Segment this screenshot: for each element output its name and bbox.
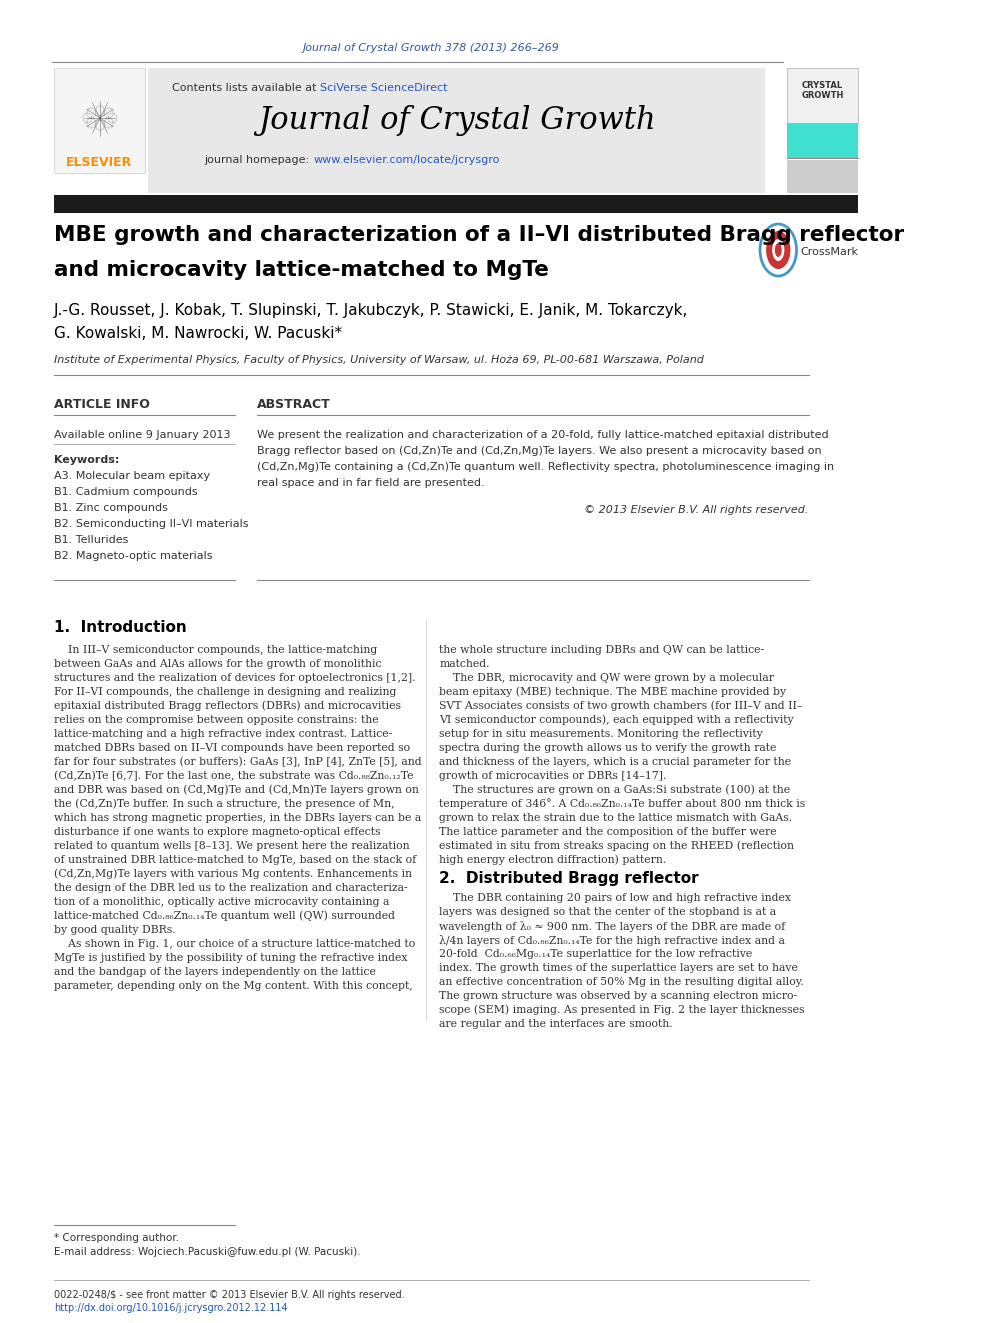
- Text: 2.  Distributed Bragg reflector: 2. Distributed Bragg reflector: [439, 871, 698, 885]
- Text: The grown structure was observed by a scanning electron micro-: The grown structure was observed by a sc…: [439, 991, 798, 1002]
- Text: G. Kowalski, M. Nawrocki, W. Pacuski*: G. Kowalski, M. Nawrocki, W. Pacuski*: [54, 325, 342, 340]
- Text: We present the realization and characterization of a 20-fold, fully lattice-matc: We present the realization and character…: [257, 430, 828, 441]
- Text: and thickness of the layers, which is a crucial parameter for the: and thickness of the layers, which is a …: [439, 757, 792, 767]
- Text: CRYSTAL: CRYSTAL: [803, 81, 843, 90]
- Text: J.-G. Rousset, J. Kobak, T. Slupinski, T. Jakubczyk, P. Stawicki, E. Janik, M. T: J.-G. Rousset, J. Kobak, T. Slupinski, T…: [54, 303, 688, 318]
- Ellipse shape: [775, 243, 782, 257]
- Text: The DBR, microcavity and QW were grown by a molecular: The DBR, microcavity and QW were grown b…: [439, 673, 774, 683]
- Text: and microcavity lattice-matched to MgTe: and microcavity lattice-matched to MgTe: [54, 261, 549, 280]
- Text: Journal of Crystal Growth: Journal of Crystal Growth: [258, 105, 656, 135]
- Text: SVT Associates consists of two growth chambers (for III–V and II–: SVT Associates consists of two growth ch…: [439, 701, 803, 712]
- Text: are regular and the interfaces are smooth.: are regular and the interfaces are smoot…: [439, 1019, 673, 1029]
- Text: 20-fold  Cd₀.₆₆Mg₀.₁₄Te superlattice for the low refractive: 20-fold Cd₀.₆₆Mg₀.₁₄Te superlattice for …: [439, 949, 752, 959]
- Text: the (Cd,Zn)Te buffer. In such a structure, the presence of Mn,: the (Cd,Zn)Te buffer. In such a structur…: [54, 799, 395, 810]
- Text: journal homepage:: journal homepage:: [204, 155, 313, 165]
- Text: real space and in far field are presented.: real space and in far field are presente…: [257, 478, 484, 488]
- Text: VI semiconductor compounds), each equipped with a reflectivity: VI semiconductor compounds), each equipp…: [439, 714, 794, 725]
- Text: (Cd,Zn,Mg)Te layers with various Mg contents. Enhancements in: (Cd,Zn,Mg)Te layers with various Mg cont…: [54, 869, 412, 880]
- Text: B1. Zinc compounds: B1. Zinc compounds: [54, 503, 168, 513]
- Text: between GaAs and AlAs allows for the growth of monolithic: between GaAs and AlAs allows for the gro…: [54, 659, 381, 669]
- Text: GROWTH: GROWTH: [802, 90, 844, 99]
- Text: (Cd,Zn,Mg)Te containing a (Cd,Zn)Te quantum well. Reflectivity spectra, photolum: (Cd,Zn,Mg)Te containing a (Cd,Zn)Te quan…: [257, 462, 833, 472]
- Text: epitaxial distributed Bragg reflectors (DBRs) and microcavities: epitaxial distributed Bragg reflectors (…: [54, 701, 401, 712]
- Ellipse shape: [772, 239, 785, 261]
- Text: A3. Molecular beam epitaxy: A3. Molecular beam epitaxy: [54, 471, 210, 482]
- Text: In III–V semiconductor compounds, the lattice-matching: In III–V semiconductor compounds, the la…: [54, 646, 377, 655]
- Text: http://dx.doi.org/10.1016/j.jcrysgro.2012.12.114: http://dx.doi.org/10.1016/j.jcrysgro.201…: [54, 1303, 288, 1312]
- Text: relies on the compromise between opposite constrains: the: relies on the compromise between opposit…: [54, 714, 379, 725]
- Text: The structures are grown on a GaAs:Si substrate (100) at the: The structures are grown on a GaAs:Si su…: [439, 785, 791, 795]
- Text: ARTICLE INFO: ARTICLE INFO: [54, 398, 150, 411]
- Text: and DBR was based on (Cd,Mg)Te and (Cd,Mn)Te layers grown on: and DBR was based on (Cd,Mg)Te and (Cd,M…: [54, 785, 419, 795]
- Text: Institute of Experimental Physics, Faculty of Physics, University of Warsaw, ul.: Institute of Experimental Physics, Facul…: [54, 355, 703, 365]
- Text: MgTe is justified by the possibility of tuning the refractive index: MgTe is justified by the possibility of …: [54, 953, 408, 963]
- Text: beam epitaxy (MBE) technique. The MBE machine provided by: beam epitaxy (MBE) technique. The MBE ma…: [439, 687, 787, 697]
- Text: setup for in situ measurements. Monitoring the reflectivity: setup for in situ measurements. Monitori…: [439, 729, 763, 740]
- Bar: [54, 67, 145, 173]
- Text: which has strong magnetic properties, in the DBRs layers can be a: which has strong magnetic properties, in…: [54, 814, 422, 823]
- Text: Available online 9 January 2013: Available online 9 January 2013: [54, 430, 230, 441]
- Text: index. The growth times of the superlattice layers are set to have: index. The growth times of the superlatt…: [439, 963, 798, 972]
- Text: B2. Magneto-optic materials: B2. Magneto-optic materials: [54, 550, 212, 561]
- Text: far for four substrates (or buffers): GaAs [3], InP [4], ZnTe [5], and: far for four substrates (or buffers): Ga…: [54, 757, 422, 767]
- Text: B1. Cadmium compounds: B1. Cadmium compounds: [54, 487, 197, 497]
- Text: SciVerse ScienceDirect: SciVerse ScienceDirect: [320, 83, 447, 93]
- Text: tion of a monolithic, optically active microcavity containing a: tion of a monolithic, optically active m…: [54, 897, 389, 908]
- Text: As shown in Fig. 1, our choice of a structure lattice-matched to: As shown in Fig. 1, our choice of a stru…: [54, 939, 416, 949]
- Text: structures and the realization of devices for optoelectronics [1,2].: structures and the realization of device…: [54, 673, 416, 683]
- Text: matched DBRs based on II–VI compounds have been reported so: matched DBRs based on II–VI compounds ha…: [54, 744, 410, 753]
- Text: high energy electron diffraction) pattern.: high energy electron diffraction) patter…: [439, 855, 667, 865]
- Text: growth of microcavities or DBRs [14–17].: growth of microcavities or DBRs [14–17].: [439, 771, 667, 781]
- Text: temperature of 346°. A Cd₀.₈₆Zn₀.₁₄Te buffer about 800 nm thick is: temperature of 346°. A Cd₀.₈₆Zn₀.₁₄Te bu…: [439, 799, 806, 810]
- Text: E-mail address: Wojciech.Pacuski@fuw.edu.pl (W. Pacuski).: E-mail address: Wojciech.Pacuski@fuw.edu…: [54, 1248, 360, 1257]
- Bar: [787, 67, 858, 123]
- Text: of unstrained DBR lattice-matched to MgTe, based on the stack of: of unstrained DBR lattice-matched to MgT…: [54, 855, 417, 865]
- Text: related to quantum wells [8–13]. We present here the realization: related to quantum wells [8–13]. We pres…: [54, 841, 410, 851]
- Text: Bragg reflector based on (Cd,Zn)Te and (Cd,Zn,Mg)Te layers. We also present a mi: Bragg reflector based on (Cd,Zn)Te and (…: [257, 446, 821, 456]
- Bar: [148, 67, 765, 193]
- Text: disturbance if one wants to explore magneto-optical effects: disturbance if one wants to explore magn…: [54, 827, 380, 837]
- Text: ELSEVIER: ELSEVIER: [66, 156, 132, 169]
- Bar: [54, 194, 858, 213]
- Ellipse shape: [766, 232, 791, 269]
- Text: B1. Tellurides: B1. Tellurides: [54, 534, 128, 545]
- Text: 0022-0248/$ - see front matter © 2013 Elsevier B.V. All rights reserved.: 0022-0248/$ - see front matter © 2013 El…: [54, 1290, 405, 1301]
- Text: by good quality DBRs.: by good quality DBRs.: [54, 925, 176, 935]
- Text: estimated in situ from streaks spacing on the RHEED (reflection: estimated in situ from streaks spacing o…: [439, 840, 795, 851]
- Text: MBE growth and characterization of a II–VI distributed Bragg reflector: MBE growth and characterization of a II–…: [54, 225, 904, 245]
- Text: The DBR containing 20 pairs of low and high refractive index: The DBR containing 20 pairs of low and h…: [439, 893, 792, 904]
- Text: lattice-matched Cd₀.₈₆Zn₀.₁₄Te quantum well (QW) surrounded: lattice-matched Cd₀.₈₆Zn₀.₁₄Te quantum w…: [54, 910, 395, 921]
- Text: λ/4n layers of Cd₀.₈₆Zn₀.₁₄Te for the high refractive index and a: λ/4n layers of Cd₀.₈₆Zn₀.₁₄Te for the hi…: [439, 934, 785, 946]
- Text: the whole structure including DBRs and QW can be lattice-: the whole structure including DBRs and Q…: [439, 646, 764, 655]
- Bar: [787, 123, 858, 157]
- Text: matched.: matched.: [439, 659, 490, 669]
- Text: * Corresponding author.: * Corresponding author.: [54, 1233, 179, 1244]
- Text: lattice-matching and a high refractive index contrast. Lattice-: lattice-matching and a high refractive i…: [54, 729, 392, 740]
- Text: Journal of Crystal Growth 378 (2013) 266–269: Journal of Crystal Growth 378 (2013) 266…: [303, 44, 559, 53]
- Text: (Cd,Zn)Te [6,7]. For the last one, the substrate was Cd₀.₈₈Zn₀.₁₂Te: (Cd,Zn)Te [6,7]. For the last one, the s…: [54, 771, 414, 781]
- Text: parameter, depending only on the Mg content. With this concept,: parameter, depending only on the Mg cont…: [54, 980, 413, 991]
- Text: B2. Semiconducting II–VI materials: B2. Semiconducting II–VI materials: [54, 519, 248, 529]
- Text: The lattice parameter and the composition of the buffer were: The lattice parameter and the compositio…: [439, 827, 777, 837]
- Text: the design of the DBR led us to the realization and characteriza-: the design of the DBR led us to the real…: [54, 882, 408, 893]
- Text: 1.  Introduction: 1. Introduction: [54, 620, 186, 635]
- Text: www.elsevier.com/locate/jcrysgro: www.elsevier.com/locate/jcrysgro: [313, 155, 499, 165]
- Text: an effective concentration of 50% Mg in the resulting digital alloy.: an effective concentration of 50% Mg in …: [439, 976, 804, 987]
- Text: For II–VI compounds, the challenge in designing and realizing: For II–VI compounds, the challenge in de…: [54, 687, 396, 697]
- Text: and the bandgap of the layers independently on the lattice: and the bandgap of the layers independen…: [54, 967, 376, 976]
- Text: grown to relax the strain due to the lattice mismatch with GaAs.: grown to relax the strain due to the lat…: [439, 814, 793, 823]
- Text: Contents lists available at: Contents lists available at: [172, 83, 320, 93]
- Text: CrossMark: CrossMark: [800, 247, 858, 257]
- Text: layers was designed so that the center of the stopband is at a: layers was designed so that the center o…: [439, 908, 777, 917]
- Text: © 2013 Elsevier B.V. All rights reserved.: © 2013 Elsevier B.V. All rights reserved…: [584, 505, 808, 515]
- Text: wavelength of λ₀ ≈ 900 nm. The layers of the DBR are made of: wavelength of λ₀ ≈ 900 nm. The layers of…: [439, 921, 786, 931]
- Bar: [787, 160, 858, 193]
- Text: spectra during the growth allows us to verify the growth rate: spectra during the growth allows us to v…: [439, 744, 777, 753]
- Text: ABSTRACT: ABSTRACT: [257, 398, 330, 411]
- Text: scope (SEM) imaging. As presented in Fig. 2 the layer thicknesses: scope (SEM) imaging. As presented in Fig…: [439, 1004, 805, 1015]
- Text: Keywords:: Keywords:: [54, 455, 119, 464]
